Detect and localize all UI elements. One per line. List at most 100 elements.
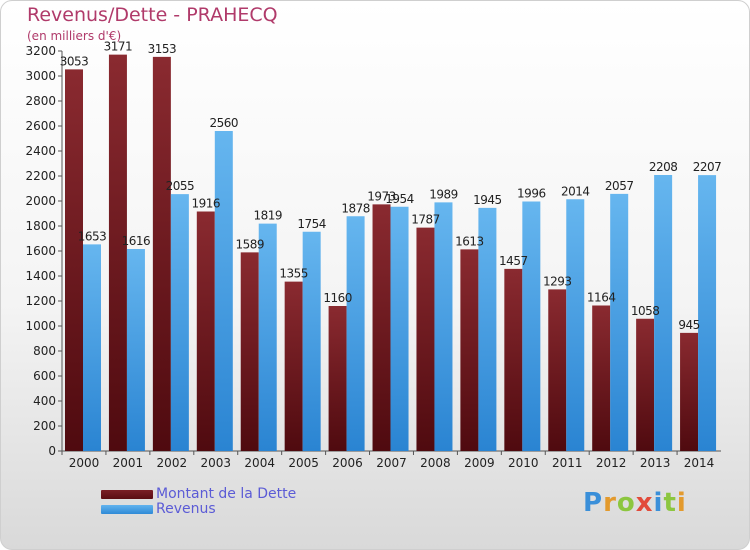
data-label-dette: 1293 <box>543 274 572 288</box>
legend-swatch-dette <box>101 490 153 499</box>
data-label-revenus: 2055 <box>166 179 195 193</box>
data-label-revenus: 1754 <box>297 217 326 231</box>
y-tick-label: 400 <box>33 394 56 408</box>
bar-revenus <box>390 206 409 451</box>
bar-dette <box>592 305 611 451</box>
legend: Montant de la Dette Revenus <box>101 487 296 517</box>
data-label-revenus: 2207 <box>693 160 722 174</box>
proxiti-logo: Proxiti <box>583 488 687 518</box>
data-label-dette: 1355 <box>279 267 308 281</box>
data-label-revenus: 1653 <box>78 229 107 243</box>
chart-subtitle: (en milliers d'€) <box>27 29 122 43</box>
data-label-dette: 3153 <box>148 42 177 56</box>
y-tick-label: 2600 <box>25 119 56 133</box>
data-label-dette: 1058 <box>631 304 660 318</box>
bar-revenus <box>522 201 541 451</box>
data-label-dette: 1916 <box>192 197 221 211</box>
x-tick-label: 2004 <box>244 456 275 470</box>
bar-dette <box>196 211 215 451</box>
x-tick-label: 2011 <box>552 456 583 470</box>
x-tick-label: 2000 <box>69 456 100 470</box>
data-label-revenus: 1945 <box>473 193 502 207</box>
bar-revenus <box>434 202 453 451</box>
x-tick-label: 2009 <box>464 456 495 470</box>
x-tick-label: 2013 <box>640 456 671 470</box>
legend-label-revenus: Revenus <box>156 501 216 517</box>
x-tick-label: 2003 <box>200 456 231 470</box>
logo-letter: t <box>663 488 677 518</box>
data-label-revenus: 1616 <box>122 234 151 248</box>
data-label-revenus: 1954 <box>385 192 414 206</box>
data-label-dette: 1613 <box>455 234 484 248</box>
bar-dette <box>460 249 479 451</box>
y-tick-label: 2200 <box>25 169 56 183</box>
x-tick-label: 2008 <box>420 456 451 470</box>
y-tick-label: 2400 <box>25 144 56 158</box>
data-label-dette: 1589 <box>235 237 264 251</box>
data-label-dette: 3053 <box>60 54 89 68</box>
data-label-revenus: 2014 <box>561 184 590 198</box>
bar-revenus <box>214 131 233 451</box>
bar-dette <box>372 204 391 451</box>
y-tick-label: 600 <box>33 369 56 383</box>
logo-letter: P <box>583 488 604 518</box>
data-label-dette: 945 <box>678 318 699 332</box>
bar-dette <box>65 69 83 451</box>
bar-dette <box>152 56 171 451</box>
logo-letter: o <box>616 488 636 518</box>
data-label-dette: 1787 <box>411 213 440 227</box>
bar-revenus <box>302 231 321 451</box>
data-label-revenus: 2057 <box>605 179 634 193</box>
x-tick-label: 2010 <box>508 456 539 470</box>
bar-revenus <box>566 199 585 451</box>
x-tick-label: 2007 <box>376 456 407 470</box>
bar-dette <box>636 318 655 451</box>
chart-title: Revenus/Dette - PRAHECQ <box>27 4 278 26</box>
x-tick-label: 2012 <box>596 456 627 470</box>
x-tick-label: 2005 <box>288 456 319 470</box>
bar-dette <box>680 332 699 451</box>
bar-revenus <box>654 175 673 451</box>
x-tick-label: 2006 <box>332 456 363 470</box>
data-label-revenus: 1819 <box>253 209 282 223</box>
bar-revenus <box>698 175 717 451</box>
y-tick-label: 2000 <box>25 194 56 208</box>
x-tick-label: 2001 <box>113 456 144 470</box>
bar-revenus <box>610 193 629 451</box>
y-tick-label: 200 <box>33 419 56 433</box>
data-label-dette: 1457 <box>499 254 528 268</box>
y-tick-label: 1000 <box>25 319 56 333</box>
logo-letter: x <box>635 488 654 518</box>
y-tick-label: 1600 <box>25 244 56 258</box>
data-label-dette: 1164 <box>587 291 616 305</box>
legend-item-dette: Montant de la Dette <box>101 487 296 502</box>
x-tick-label: 2014 <box>684 456 715 470</box>
bar-revenus <box>258 223 277 451</box>
bar-dette <box>240 252 259 451</box>
y-tick-label: 1200 <box>25 294 56 308</box>
data-label-revenus: 1878 <box>341 201 370 215</box>
data-label-dette: 3171 <box>104 40 133 54</box>
data-label-revenus: 2208 <box>649 160 678 174</box>
y-tick-label: 3200 <box>25 44 56 58</box>
bar-dette <box>284 281 303 451</box>
data-label-dette: 1160 <box>323 291 352 305</box>
legend-item-revenus: Revenus <box>101 502 296 517</box>
logo-letter: i <box>653 488 664 518</box>
bar-revenus <box>170 194 189 451</box>
y-tick-label: 1800 <box>25 219 56 233</box>
legend-swatch-revenus <box>101 505 153 514</box>
y-tick-label: 2800 <box>25 94 56 108</box>
legend-label-dette: Montant de la Dette <box>156 486 297 502</box>
bar-dette <box>548 289 567 451</box>
x-tick-label: 2002 <box>157 456 188 470</box>
y-tick-label: 1400 <box>25 269 56 283</box>
bar-revenus <box>478 207 497 451</box>
y-tick-label: 0 <box>48 444 56 458</box>
logo-letter: i <box>676 488 687 518</box>
logo-letter: r <box>603 488 617 518</box>
bar-revenus <box>126 249 145 451</box>
bar-dette <box>416 227 435 451</box>
data-label-revenus: 1989 <box>429 187 458 201</box>
